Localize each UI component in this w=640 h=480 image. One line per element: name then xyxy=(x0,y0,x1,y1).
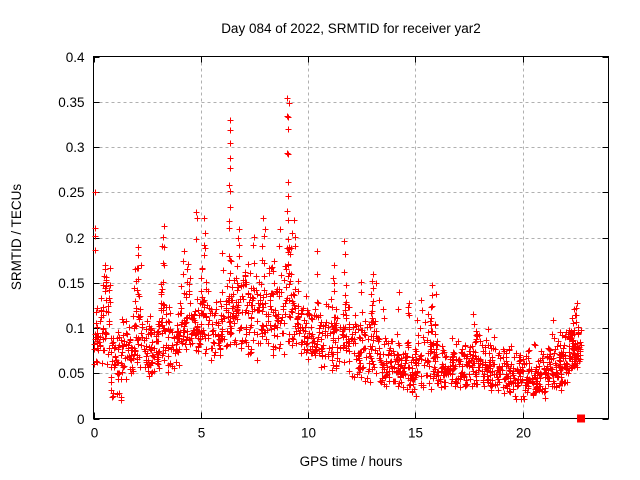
tick-label-layer: 0 5 10 15 20 0 0.05 0.1 0.15 0.2 0.25 0.3 0.35 0.4 xyxy=(58,50,531,441)
chart-title: Day 084 of 2022, SRMTID for receiver yar… xyxy=(221,21,481,36)
axis-layer xyxy=(93,56,609,420)
grid-layer xyxy=(93,56,609,419)
y-tick-label: 0.1 xyxy=(66,321,85,336)
y-tick-label: 0.4 xyxy=(66,50,85,65)
x-tick-label: 20 xyxy=(516,426,531,441)
x-axis-label: GPS time / hours xyxy=(300,454,403,469)
y-axis-label: SRMTID / TECUs xyxy=(9,184,24,291)
y-tick-label: 0.35 xyxy=(58,95,84,110)
y-tick-label: 0.3 xyxy=(66,140,85,155)
end-marker-square xyxy=(577,414,586,423)
scatter-points xyxy=(91,95,585,404)
y-tick-label: 0.05 xyxy=(58,366,84,381)
y-tick-label: 0.25 xyxy=(58,185,84,200)
plot-border xyxy=(93,56,609,419)
y-tick-label: 0.15 xyxy=(58,276,84,291)
y-tick-label: 0.2 xyxy=(66,231,85,246)
y-tick-label: 0 xyxy=(77,412,85,427)
scatter-points-layer xyxy=(91,95,586,423)
x-tick-label: 15 xyxy=(408,426,423,441)
x-tick-label: 0 xyxy=(91,426,99,441)
x-tick-label: 5 xyxy=(198,426,206,441)
x-tick-label: 10 xyxy=(301,426,316,441)
